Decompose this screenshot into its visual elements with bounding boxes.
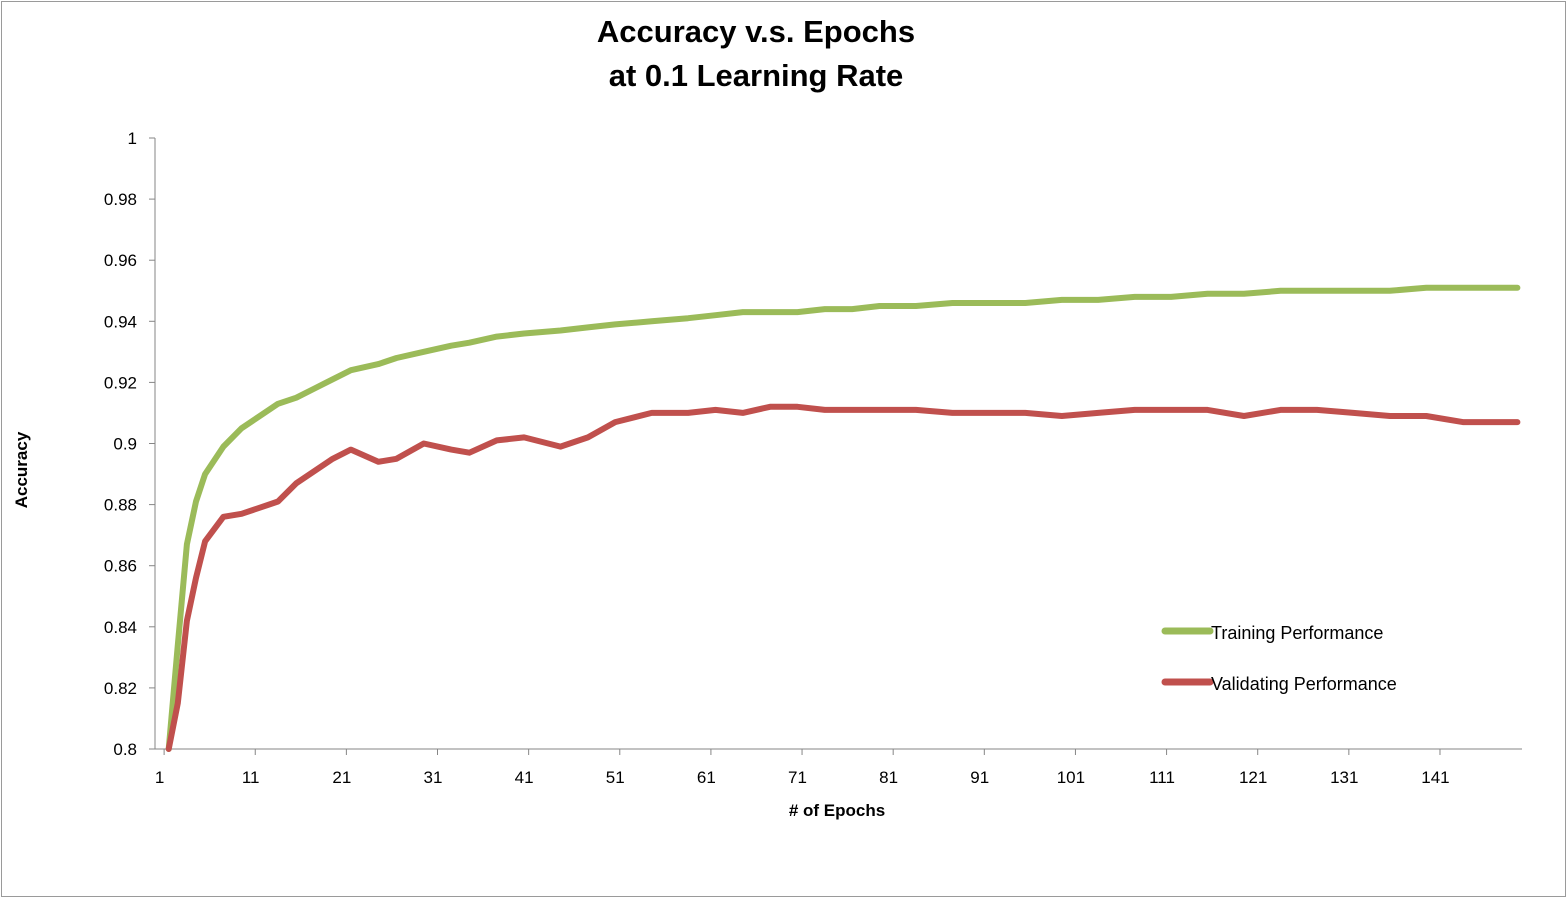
y-tick-label: 0.86 [104, 557, 137, 576]
x-tick-label: 121 [1239, 768, 1267, 787]
y-tick-label: 0.92 [104, 373, 137, 392]
x-tick-label: 101 [1057, 768, 1085, 787]
y-tick-label: 0.98 [104, 190, 137, 209]
y-tick-label: 0.82 [104, 679, 137, 698]
x-tick-label: 61 [697, 768, 716, 787]
chart-title-line-2: at 0.1 Learning Rate [609, 58, 904, 93]
y-axis-title: Accuracy [12, 431, 31, 508]
x-tick-label: 91 [970, 768, 989, 787]
legend-label-training: Training Performance [1211, 623, 1383, 643]
y-tick-label: 0.94 [104, 312, 137, 331]
x-tick-label: 71 [788, 768, 807, 787]
series-layer [165, 284, 1521, 752]
chart-title-line-1: Accuracy v.s. Epochs [597, 14, 915, 49]
legend-label-validating: Validating Performance [1211, 674, 1397, 694]
y-tick-label: 0.84 [104, 618, 137, 637]
x-tick-label: 41 [515, 768, 534, 787]
x-tick-label: 111 [1149, 768, 1175, 787]
x-tick-label: 51 [606, 768, 625, 787]
x-tick-label: 131 [1330, 768, 1358, 787]
y-tick-label: 0.88 [104, 496, 137, 515]
x-tick-label: 11 [242, 768, 260, 787]
training-performance-line [165, 284, 1521, 752]
x-tick-label: 141 [1421, 768, 1449, 787]
x-axis-ticks: 1 11 21 31 41 51 61 71 81 91 101 111 121 131 141 [155, 749, 1450, 787]
x-tick-label: 81 [879, 768, 898, 787]
y-tick-label: 0.9 [113, 435, 137, 454]
x-tick-label: 31 [423, 768, 442, 787]
y-axis-ticks: 0.8 0.82 0.84 0.86 0.88 0.9 0.92 0.94 0.96 0.98 1 [104, 129, 155, 759]
y-tick-label: 0.8 [113, 740, 137, 759]
legend: Training Performance Validating Performa… [1161, 623, 1397, 694]
y-tick-label: 0.96 [104, 251, 137, 270]
x-tick-label: 21 [332, 768, 351, 787]
y-tick-label: 1 [128, 129, 137, 148]
x-axis-title: # of Epochs [789, 801, 885, 820]
validating-performance-line [165, 403, 1521, 752]
x-tick-label: 1 [155, 768, 164, 787]
